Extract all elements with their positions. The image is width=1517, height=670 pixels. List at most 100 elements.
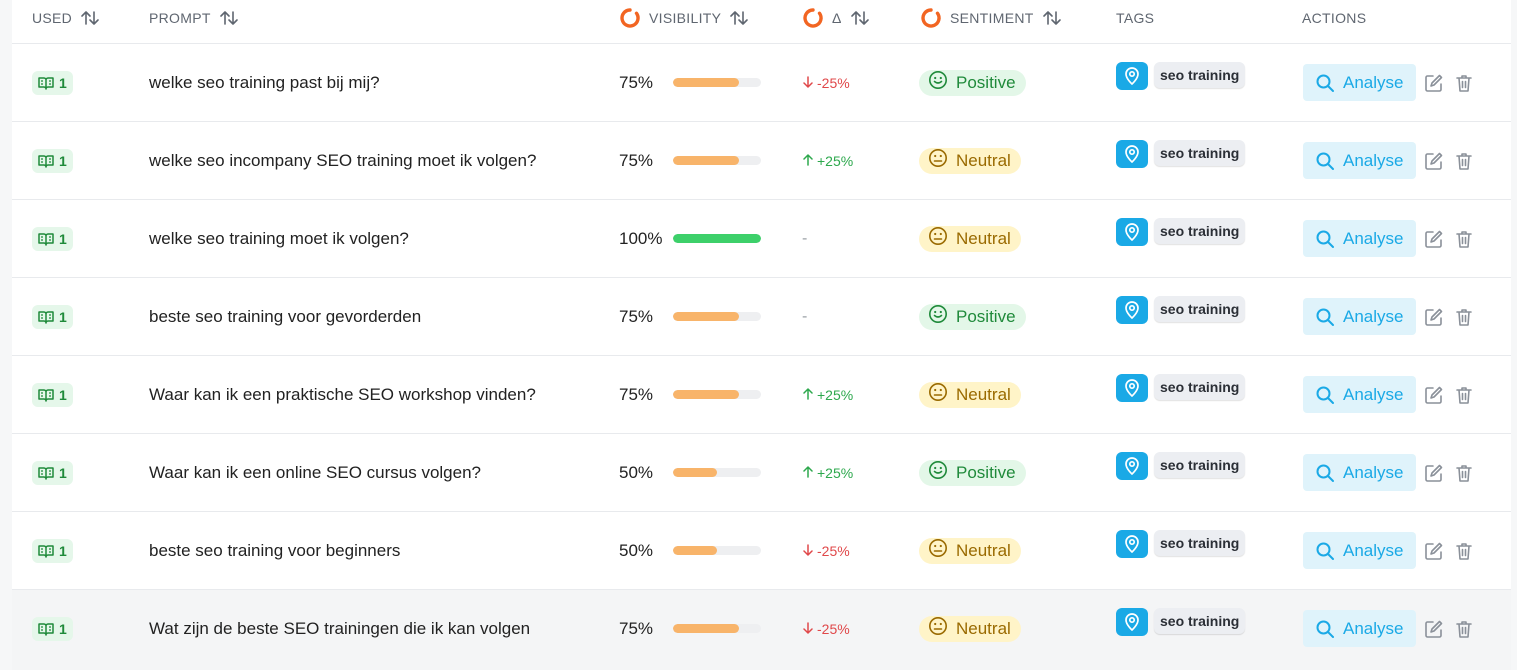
delete-button[interactable]: [1452, 461, 1476, 485]
location-tag-button[interactable]: [1116, 451, 1148, 480]
delta-arrow-icon: [802, 543, 814, 559]
delta-text: -25%: [817, 542, 850, 559]
sentiment-label: Neutral: [956, 228, 1011, 248]
edit-icon: [1425, 464, 1443, 482]
edit-button[interactable]: [1422, 305, 1446, 329]
column-prompt[interactable]: PROMPT: [149, 0, 239, 36]
tag-chip[interactable]: seo training: [1154, 217, 1246, 244]
edit-button[interactable]: [1422, 71, 1446, 95]
delta-cell: -: [802, 200, 807, 277]
delta-arrow-icon: [802, 621, 814, 637]
used-cell: 1: [32, 356, 73, 433]
tag-chip[interactable]: seo training: [1154, 61, 1246, 88]
analyse-button[interactable]: Analyse: [1303, 298, 1416, 335]
sentiment-badge: Neutral: [919, 537, 1021, 564]
analyse-button[interactable]: Analyse: [1303, 64, 1416, 101]
location-tag-button[interactable]: [1116, 607, 1148, 636]
used-badge[interactable]: 1: [32, 616, 73, 641]
used-badge[interactable]: 1: [32, 460, 73, 485]
edit-button[interactable]: [1422, 539, 1446, 563]
sentiment-cell: Positive: [919, 44, 1026, 121]
actions-cell: Analyse: [1303, 512, 1476, 589]
edit-button[interactable]: [1422, 461, 1446, 485]
map-pin-icon: [1125, 66, 1139, 85]
delta-value: -: [802, 308, 807, 326]
map-pin-icon: [1125, 612, 1139, 631]
delete-button[interactable]: [1452, 71, 1476, 95]
tag-chip[interactable]: seo training: [1154, 295, 1246, 322]
sort-arrows-icon[interactable]: [850, 9, 870, 27]
edit-button[interactable]: [1422, 617, 1446, 641]
tag-chip[interactable]: seo training: [1154, 529, 1246, 556]
analyse-button[interactable]: Analyse: [1303, 376, 1416, 413]
delta-value: -25%: [802, 75, 850, 91]
edit-button[interactable]: [1422, 227, 1446, 251]
column-sentiment[interactable]: SENTIMENT: [920, 0, 1062, 36]
analyse-button[interactable]: Analyse: [1303, 454, 1416, 491]
visibility-cell: 75%: [619, 356, 761, 433]
used-count: 1: [59, 464, 67, 481]
delete-button[interactable]: [1452, 539, 1476, 563]
visibility-cell: 75%: [619, 44, 761, 121]
sort-arrows-icon[interactable]: [219, 9, 239, 27]
used-badge[interactable]: 1: [32, 538, 73, 563]
sort-arrows-icon[interactable]: [80, 9, 100, 27]
used-cell: 1: [32, 278, 73, 355]
visibility-percent: 50%: [619, 462, 654, 482]
sentiment-face-icon: [928, 148, 948, 173]
used-badge[interactable]: 1: [32, 382, 73, 407]
book-open-icon: [38, 310, 54, 324]
sentiment-label: Neutral: [956, 540, 1011, 560]
delta-cell: -25%: [802, 44, 850, 121]
location-tag-button[interactable]: [1116, 295, 1148, 324]
delete-button[interactable]: [1452, 305, 1476, 329]
analyse-label: Analyse: [1343, 72, 1404, 92]
column-used[interactable]: USED: [32, 0, 100, 36]
location-tag-button[interactable]: [1116, 217, 1148, 246]
edit-button[interactable]: [1422, 149, 1446, 173]
column-delta[interactable]: Δ: [802, 0, 870, 36]
tags-cell: seo training: [1116, 512, 1246, 589]
used-cell: 1: [32, 434, 73, 511]
analyse-button[interactable]: Analyse: [1303, 532, 1416, 569]
used-badge[interactable]: 1: [32, 304, 73, 329]
tag-chip[interactable]: seo training: [1154, 607, 1246, 634]
map-pin-icon: [1125, 144, 1139, 163]
map-pin-icon: [1125, 456, 1139, 475]
analyse-button[interactable]: Analyse: [1303, 220, 1416, 257]
delete-button[interactable]: [1452, 617, 1476, 641]
location-tag-button[interactable]: [1116, 139, 1148, 168]
analyse-label: Analyse: [1343, 228, 1404, 248]
sort-arrows-icon[interactable]: [729, 9, 749, 27]
delete-button[interactable]: [1452, 227, 1476, 251]
analyse-button[interactable]: Analyse: [1303, 142, 1416, 179]
sort-arrows-icon[interactable]: [1042, 9, 1062, 27]
location-tag-button[interactable]: [1116, 61, 1148, 90]
edit-button[interactable]: [1422, 383, 1446, 407]
analyse-button[interactable]: Analyse: [1303, 610, 1416, 647]
tag-chip[interactable]: seo training: [1154, 139, 1246, 166]
tags-cell: seo training: [1116, 200, 1246, 277]
sentiment-label: Neutral: [956, 384, 1011, 404]
edit-icon: [1425, 74, 1443, 92]
used-count: 1: [59, 308, 67, 325]
used-badge[interactable]: 1: [32, 148, 73, 173]
location-tag-button[interactable]: [1116, 529, 1148, 558]
visibility-cell: 75%: [619, 590, 761, 667]
column-visibility[interactable]: VISIBILITY: [619, 0, 749, 36]
prompt-text: welke seo incompany SEO training moet ik…: [149, 150, 537, 170]
sentiment-face-icon: [928, 460, 948, 485]
tag-chip[interactable]: seo training: [1154, 373, 1246, 400]
location-tag-button[interactable]: [1116, 373, 1148, 402]
delta-text: -: [802, 229, 808, 247]
tag-chip[interactable]: seo training: [1154, 451, 1246, 478]
used-badge[interactable]: 1: [32, 226, 73, 251]
book-open-icon: [38, 154, 54, 168]
used-badge[interactable]: 1: [32, 70, 73, 95]
delete-button[interactable]: [1452, 383, 1476, 407]
column-actions: ACTIONS: [1302, 0, 1366, 36]
delete-button[interactable]: [1452, 149, 1476, 173]
sentiment-face-icon: [928, 70, 948, 95]
delta-text: -25%: [817, 74, 850, 91]
sentiment-face-icon: [928, 616, 948, 641]
